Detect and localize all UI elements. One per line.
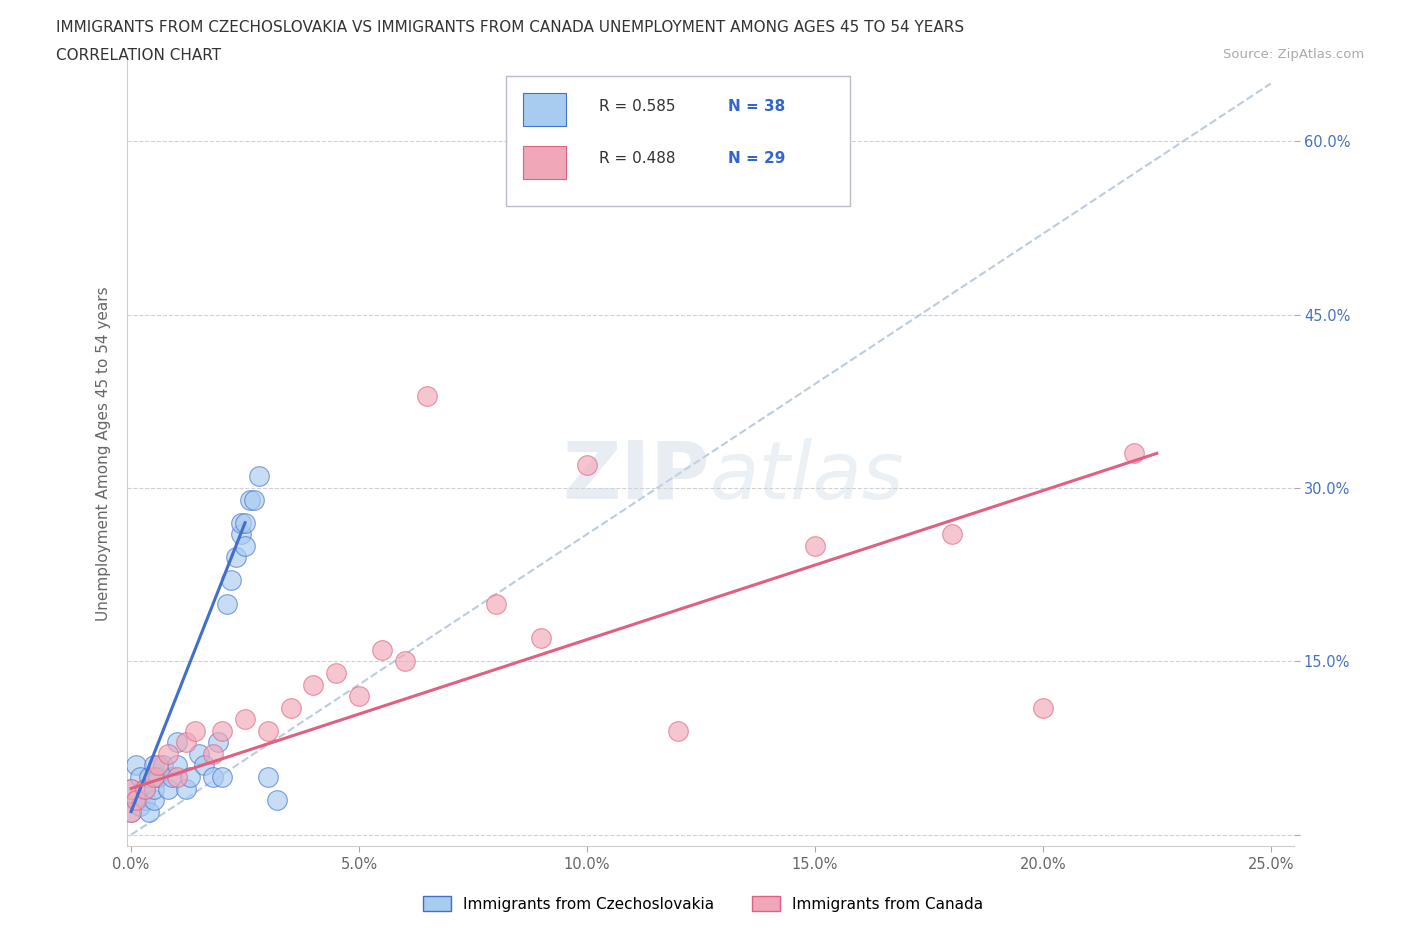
Point	[124, 792, 146, 807]
Point	[174, 781, 197, 796]
Point	[134, 781, 156, 796]
Point	[142, 758, 165, 773]
Point	[129, 769, 152, 784]
Point	[575, 458, 598, 472]
Point	[266, 792, 288, 807]
Point	[142, 792, 165, 807]
Text: R = 0.488: R = 0.488	[599, 152, 676, 166]
FancyBboxPatch shape	[523, 146, 565, 179]
Point	[257, 724, 280, 738]
Point	[394, 654, 416, 669]
Point	[120, 781, 142, 796]
Point	[247, 469, 270, 484]
Point	[416, 388, 439, 403]
Point	[225, 550, 247, 565]
Point	[666, 724, 689, 738]
Text: CORRELATION CHART: CORRELATION CHART	[56, 48, 221, 63]
FancyBboxPatch shape	[506, 76, 851, 206]
Point	[804, 538, 827, 553]
Point	[148, 758, 170, 773]
Point	[184, 724, 207, 738]
Point	[160, 769, 183, 784]
Point	[243, 492, 266, 507]
Point	[202, 769, 225, 784]
Point	[152, 758, 174, 773]
Point	[166, 758, 188, 773]
Y-axis label: Unemployment Among Ages 45 to 54 years: Unemployment Among Ages 45 to 54 years	[96, 286, 111, 620]
Point	[166, 769, 188, 784]
Point	[179, 769, 201, 784]
Point	[211, 769, 233, 784]
Text: IMMIGRANTS FROM CZECHOSLOVAKIA VS IMMIGRANTS FROM CANADA UNEMPLOYMENT AMONG AGES: IMMIGRANTS FROM CZECHOSLOVAKIA VS IMMIGR…	[56, 20, 965, 35]
Point	[325, 666, 347, 681]
Point	[229, 526, 252, 541]
Point	[166, 735, 188, 750]
Point	[233, 711, 256, 726]
Point	[188, 747, 211, 762]
Point	[142, 781, 165, 796]
Point	[1032, 700, 1054, 715]
Point	[211, 724, 233, 738]
Text: N = 29: N = 29	[727, 152, 785, 166]
Point	[1123, 446, 1146, 461]
Point	[233, 515, 256, 530]
Text: ZIP: ZIP	[562, 438, 710, 516]
Text: N = 38: N = 38	[727, 99, 785, 113]
Point	[371, 643, 394, 658]
Text: atlas: atlas	[710, 438, 905, 516]
Point	[233, 538, 256, 553]
Point	[229, 515, 252, 530]
Point	[138, 769, 160, 784]
Point	[142, 769, 165, 784]
Point	[530, 631, 553, 645]
Point	[129, 799, 152, 814]
Point	[148, 769, 170, 784]
Point	[124, 792, 146, 807]
Point	[485, 596, 508, 611]
Point	[156, 781, 179, 796]
Point	[257, 769, 280, 784]
Legend: Immigrants from Czechoslovakia, Immigrants from Canada: Immigrants from Czechoslovakia, Immigran…	[418, 889, 988, 918]
Point	[120, 804, 142, 819]
Point	[193, 758, 215, 773]
Point	[207, 735, 229, 750]
Point	[120, 804, 142, 819]
Point	[202, 747, 225, 762]
FancyBboxPatch shape	[523, 93, 565, 126]
Point	[120, 781, 142, 796]
Point	[215, 596, 238, 611]
Point	[941, 526, 963, 541]
Point	[280, 700, 302, 715]
Text: Source: ZipAtlas.com: Source: ZipAtlas.com	[1223, 48, 1364, 61]
Point	[124, 758, 146, 773]
Point	[347, 688, 370, 703]
Point	[156, 747, 179, 762]
Point	[174, 735, 197, 750]
Text: R = 0.585: R = 0.585	[599, 99, 676, 113]
Point	[302, 677, 325, 692]
Point	[134, 781, 156, 796]
Point	[138, 804, 160, 819]
Point	[221, 573, 243, 588]
Point	[239, 492, 262, 507]
Point	[134, 792, 156, 807]
